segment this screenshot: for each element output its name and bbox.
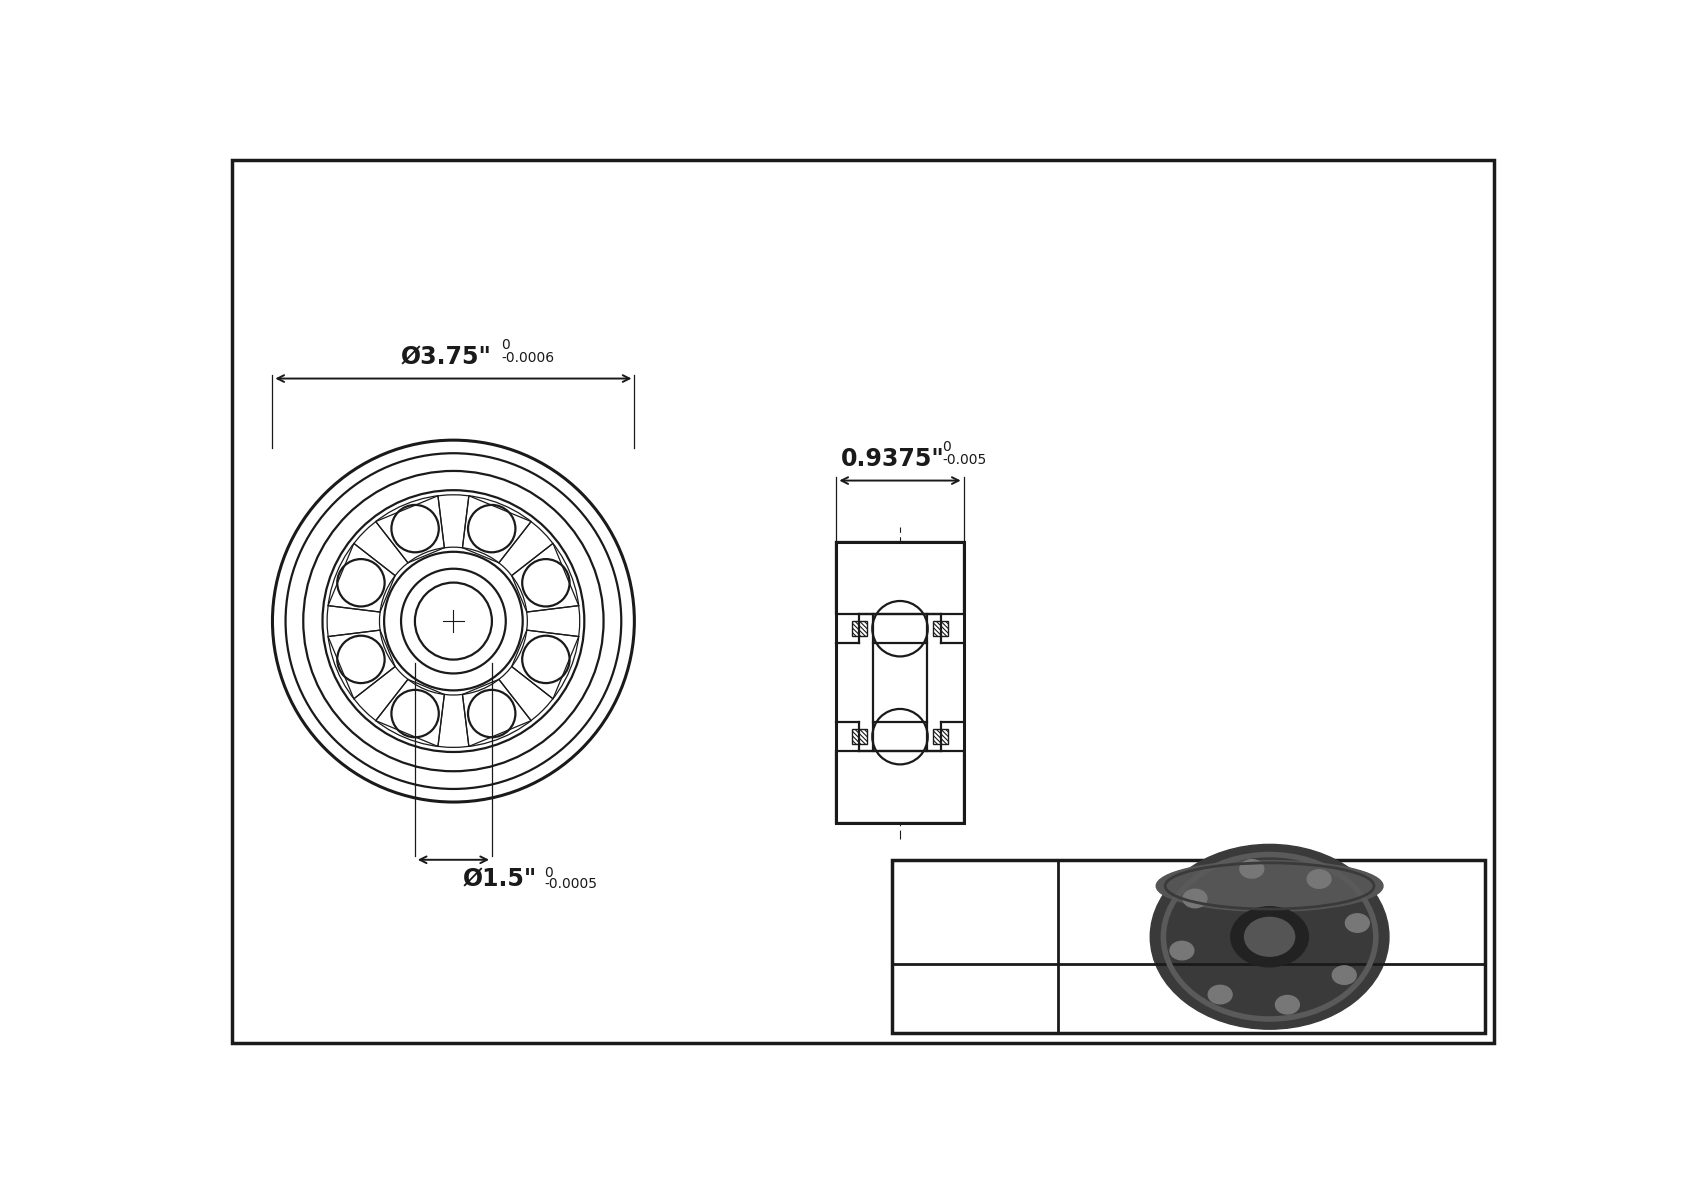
Ellipse shape bbox=[1231, 906, 1308, 967]
Ellipse shape bbox=[1346, 913, 1369, 933]
Text: Ø3.75": Ø3.75" bbox=[401, 345, 492, 369]
Ellipse shape bbox=[1332, 966, 1356, 984]
Bar bbox=[837, 542, 963, 823]
Bar bbox=[837, 752, 963, 823]
Text: -0.0005: -0.0005 bbox=[544, 877, 598, 891]
Text: Ø1.5": Ø1.5" bbox=[463, 867, 537, 892]
Text: Email: lilybearing@lily-bearing.com: Email: lilybearing@lily-bearing.com bbox=[1125, 917, 1418, 935]
Bar bbox=[837, 752, 963, 823]
Bar bbox=[874, 643, 926, 722]
Ellipse shape bbox=[1184, 890, 1207, 908]
Bar bbox=[837, 542, 963, 615]
Ellipse shape bbox=[1307, 869, 1330, 888]
Text: -0.005: -0.005 bbox=[943, 453, 987, 467]
Bar bbox=[933, 729, 948, 744]
Bar bbox=[852, 621, 867, 636]
Bar bbox=[933, 621, 948, 636]
Text: 0: 0 bbox=[544, 866, 552, 880]
Bar bbox=[852, 621, 867, 636]
Ellipse shape bbox=[1157, 861, 1383, 911]
Bar bbox=[852, 729, 867, 744]
Text: Part
Number: Part Number bbox=[936, 975, 1014, 1021]
Text: CERMS12SC Ceramic Ball Bearings: CERMS12SC Ceramic Ball Bearings bbox=[1069, 989, 1474, 1009]
Ellipse shape bbox=[1150, 844, 1389, 1029]
Bar bbox=[893, 860, 1485, 1033]
Text: 0.9375": 0.9375" bbox=[840, 448, 945, 472]
Text: SHANGHAI LILY BEARING LIMITED: SHANGHAI LILY BEARING LIMITED bbox=[1076, 888, 1467, 908]
Ellipse shape bbox=[1275, 996, 1300, 1014]
Bar bbox=[933, 729, 948, 744]
Ellipse shape bbox=[1170, 941, 1194, 960]
Text: 0: 0 bbox=[502, 338, 510, 353]
Text: 0: 0 bbox=[943, 441, 951, 455]
Ellipse shape bbox=[1207, 985, 1233, 1004]
Text: ®: ® bbox=[1005, 884, 1022, 903]
Bar bbox=[852, 729, 867, 744]
Bar bbox=[837, 542, 963, 615]
Text: -0.0006: -0.0006 bbox=[502, 350, 554, 364]
Text: LILY: LILY bbox=[909, 885, 1032, 939]
Bar bbox=[933, 621, 948, 636]
Ellipse shape bbox=[1244, 917, 1295, 956]
Ellipse shape bbox=[1239, 860, 1263, 878]
